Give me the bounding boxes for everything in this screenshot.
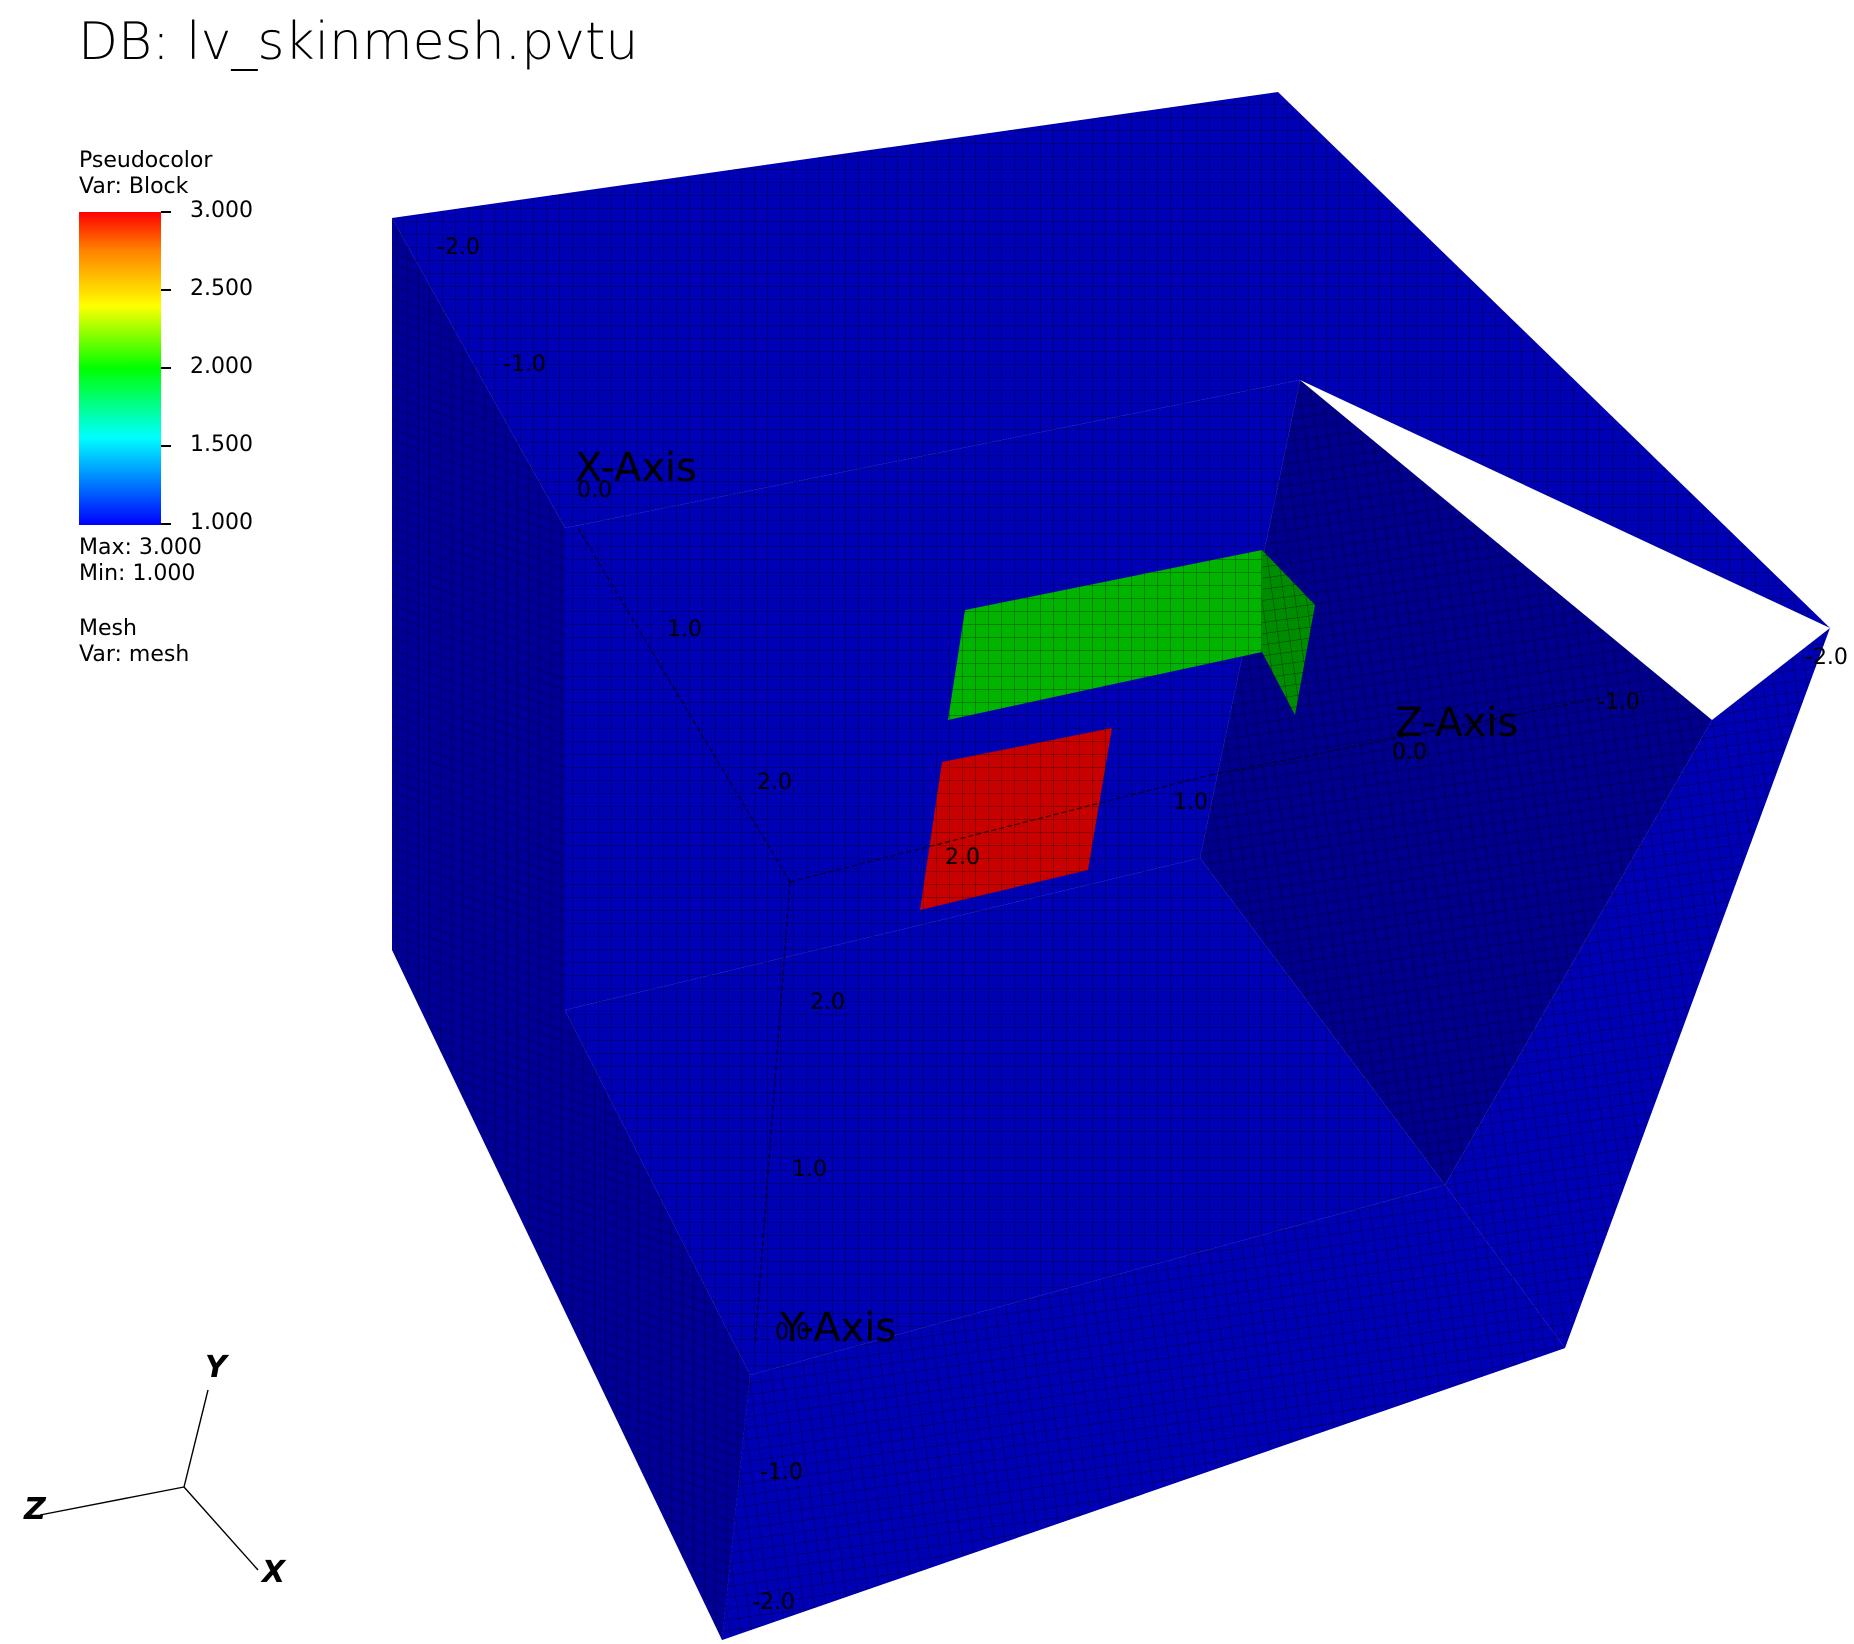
x-axis-tick: 2.0 (757, 770, 792, 795)
legend-min: Min: 1.000 (79, 561, 196, 586)
cutout-floor (565, 858, 1445, 1375)
color-bar (79, 212, 161, 525)
color-bar-tick (161, 523, 171, 525)
legend-plot1-var: Var: Block (79, 174, 189, 199)
cutout-side-wall (1200, 380, 1712, 1185)
x-axis-tick: 0.0 (577, 478, 612, 503)
triad-z-label: Z (24, 1492, 46, 1527)
x-axis-tick: -1.0 (503, 352, 546, 377)
legend-plot2-var: Var: mesh (79, 642, 190, 667)
z-axis-title: Z-Axis (1395, 700, 1519, 746)
legend-plot2-name: Mesh (79, 616, 137, 641)
color-bar-tick-label: 2.500 (190, 276, 253, 301)
color-bar-tick-label: 1.500 (190, 432, 253, 457)
cube-top-face (392, 92, 1830, 628)
cube-right-face (1445, 628, 1830, 1348)
color-bar-tick (161, 211, 171, 213)
color-bar-tick-label: 2.000 (190, 354, 253, 379)
y-axis-tick: -1.0 (760, 1460, 803, 1485)
color-bar-tick (161, 445, 171, 447)
y-axis-tick: -2.0 (752, 1590, 795, 1615)
y-axis-tick: 1.0 (792, 1157, 827, 1182)
legend-max: Max: 3.000 (79, 535, 202, 560)
z-axis-tick: -1.0 (1597, 690, 1640, 715)
color-bar-tick-label: 3.000 (190, 198, 253, 223)
database-title: DB: lv_skinmesh.pvtu (78, 12, 639, 72)
orientation-triad (39, 1389, 259, 1571)
z-axis-tick: 2.0 (945, 845, 980, 870)
color-bar-tick (161, 289, 171, 291)
block-3-region[interactable] (920, 728, 1112, 910)
triad-x-label: X (262, 1555, 286, 1590)
color-bar-tick (161, 367, 171, 369)
z-axis-tick: -2.0 (1805, 645, 1848, 670)
triad-y-label: Y (205, 1350, 227, 1385)
y-axis-tick: 0.0 (775, 1320, 810, 1345)
y-axis-title: Y-Axis (780, 1305, 897, 1351)
y-axis-tick: 2.0 (810, 990, 845, 1015)
z-axis-tick: 0.0 (1392, 740, 1427, 765)
cube-left-face (392, 218, 565, 1180)
cube-lower-left-face (392, 950, 750, 1640)
x-axis-tick: 1.0 (667, 617, 702, 642)
z-axis-tick: 1.0 (1173, 790, 1208, 815)
cube-lower-front-face (722, 1185, 1565, 1640)
block-2-region[interactable] (948, 550, 1315, 720)
axis-lines (577, 527, 1601, 1346)
color-bar-tick-label: 1.000 (190, 510, 253, 535)
x-axis-tick: -2.0 (437, 235, 480, 260)
legend-plot1-name: Pseudocolor (79, 148, 213, 173)
cutout-back-wall (565, 380, 1300, 1010)
x-axis-title: X-Axis (575, 445, 697, 491)
